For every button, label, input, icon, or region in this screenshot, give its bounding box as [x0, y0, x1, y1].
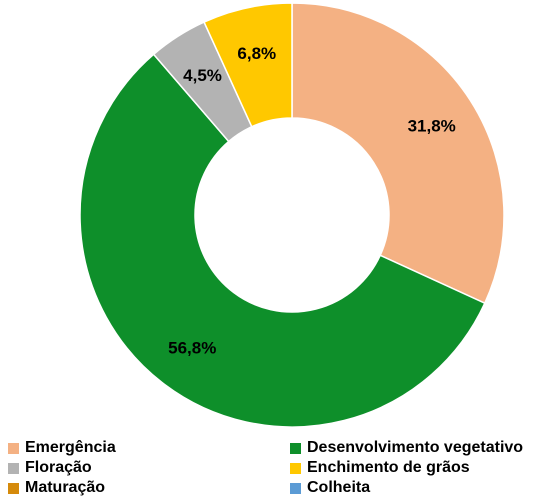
- legend-label: Enchimento de grãos: [307, 459, 470, 476]
- legend-item-maturacao: Maturação: [8, 477, 105, 499]
- data-label-2: 4,5%: [183, 66, 222, 85]
- legend-swatch: [290, 482, 301, 494]
- legend-item-floracao: Floração: [8, 457, 92, 479]
- legend-label: Floração: [25, 459, 92, 476]
- donut-chart: 31,8% 56,8% 4,5% 6,8%: [79, 2, 505, 428]
- legend-swatch: [290, 442, 301, 454]
- donut-slice-0: [291, 2, 505, 305]
- data-label-3: 6,8%: [237, 44, 276, 63]
- legend-label: Desenvolvimento vegetativo: [307, 439, 524, 456]
- chart-legend: Emergência Desenvolvimento vegetativo Fl…: [0, 434, 551, 498]
- legend-swatch: [290, 462, 301, 474]
- data-label-1: 56,8%: [168, 339, 216, 358]
- legend-swatch: [8, 482, 19, 494]
- legend-label: Colheita: [307, 479, 371, 496]
- data-label-0: 31,8%: [408, 116, 456, 135]
- legend-item-enchimento-de-graos: Enchimento de grãos: [290, 457, 470, 479]
- legend-label: Maturação: [25, 479, 106, 496]
- donut-slice-3: [203, 2, 293, 128]
- legend-item-emergencia: Emergência: [8, 437, 116, 459]
- legend-swatch: [8, 462, 19, 474]
- donut-slice-1: [79, 53, 486, 428]
- legend-swatch: [8, 442, 19, 454]
- legend-item-colheita: Colheita: [290, 477, 370, 499]
- legend-item-desenvolvimento-vegetativo: Desenvolvimento vegetativo: [290, 437, 523, 459]
- legend-label: Emergência: [25, 439, 116, 456]
